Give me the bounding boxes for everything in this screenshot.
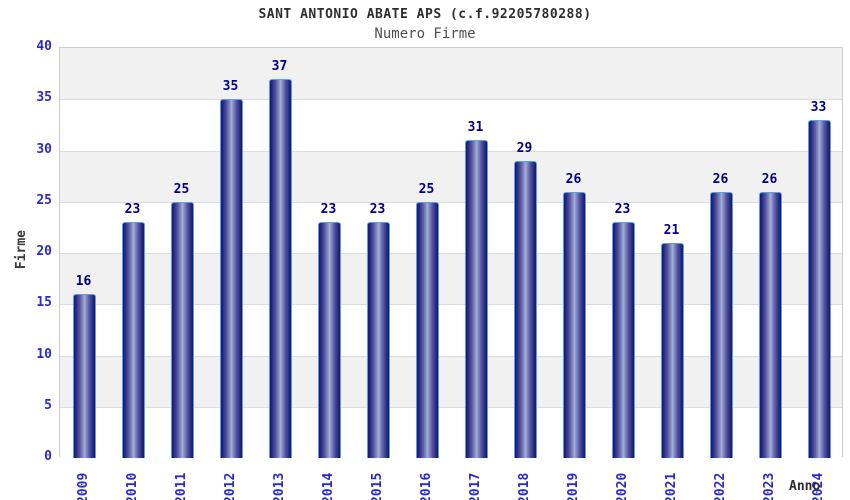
y-tick-label: 40 <box>36 39 52 54</box>
gridline <box>60 304 842 306</box>
x-tick-label: 2019 <box>565 472 581 500</box>
bar-value-label: 33 <box>810 99 827 115</box>
bar-2010 <box>122 222 145 458</box>
bar-value-label: 26 <box>712 171 729 187</box>
x-tick-label: 2021 <box>663 472 679 500</box>
x-tick-label: 2012 <box>222 472 238 500</box>
bar-value-label: 37 <box>271 58 288 74</box>
x-tick-label: 2013 <box>271 472 287 500</box>
gridline <box>60 406 842 408</box>
grid-band <box>60 48 842 100</box>
y-tick-label: 15 <box>36 295 52 311</box>
y-tick-label: 10 <box>36 346 52 362</box>
bar-2018 <box>514 160 537 458</box>
bar-value-label: 26 <box>565 171 582 187</box>
bar-2015 <box>367 222 390 458</box>
x-tick-label: 2009 <box>75 472 91 500</box>
bar-value-label: 29 <box>516 140 533 156</box>
bar-2020 <box>612 222 635 458</box>
bar-2024 <box>808 119 831 458</box>
bar-2014 <box>318 222 341 458</box>
bar-value-label: 23 <box>320 202 337 218</box>
bar-value-label: 26 <box>761 171 778 187</box>
gridline <box>60 253 842 254</box>
bar-value-label: 31 <box>467 120 484 136</box>
bar-2023 <box>759 191 782 458</box>
x-tick-label: 2010 <box>124 472 140 500</box>
bar-2021 <box>661 242 684 458</box>
bar-value-label: 23 <box>614 202 631 218</box>
bar-2022 <box>710 191 733 458</box>
gridline <box>60 201 842 203</box>
bar-value-label: 23 <box>369 202 386 218</box>
y-tick-label: 0 <box>44 449 52 464</box>
y-tick-label: 20 <box>36 244 52 259</box>
grid-band <box>60 99 842 151</box>
x-tick-label: 2011 <box>173 472 189 500</box>
x-tick-label: 2018 <box>516 472 532 500</box>
gridline <box>60 150 842 152</box>
bar-value-label: 25 <box>173 181 190 197</box>
bar-value-label: 21 <box>663 222 680 238</box>
x-tick-label: 2022 <box>712 472 728 500</box>
gridline <box>60 355 842 357</box>
bar-2011 <box>171 201 194 458</box>
y-tick-label: 35 <box>36 90 52 106</box>
bar-value-label: 16 <box>75 274 92 289</box>
gridline <box>60 99 842 101</box>
bar-2019 <box>563 191 586 458</box>
bar-2013 <box>269 78 292 458</box>
bar-value-label: 25 <box>418 181 435 197</box>
x-tick-label: 2020 <box>614 472 630 500</box>
bar-2016 <box>416 201 439 458</box>
x-tick-label: 2017 <box>467 472 483 500</box>
y-tick-label: 25 <box>36 192 52 208</box>
x-tick-label: 2014 <box>320 472 336 500</box>
bar-2009 <box>73 294 96 458</box>
bar-2012 <box>220 99 243 458</box>
plot-area <box>59 47 843 458</box>
y-tick-label: 5 <box>44 397 52 413</box>
y-tick-label: 30 <box>36 141 52 157</box>
chart-subtitle: Numero Firme <box>374 26 476 42</box>
x-tick-label: 2023 <box>761 472 777 500</box>
chart-title: SANT ANTONIO ABATE APS (c.f.92205780288) <box>258 7 592 22</box>
bar-2017 <box>465 140 488 458</box>
x-axis-title: Anno <box>789 479 821 494</box>
x-tick-label: 2016 <box>418 472 434 500</box>
bar-value-label: 35 <box>222 79 239 95</box>
bar-value-label: 23 <box>124 202 141 218</box>
x-tick-label: 2015 <box>369 472 385 500</box>
